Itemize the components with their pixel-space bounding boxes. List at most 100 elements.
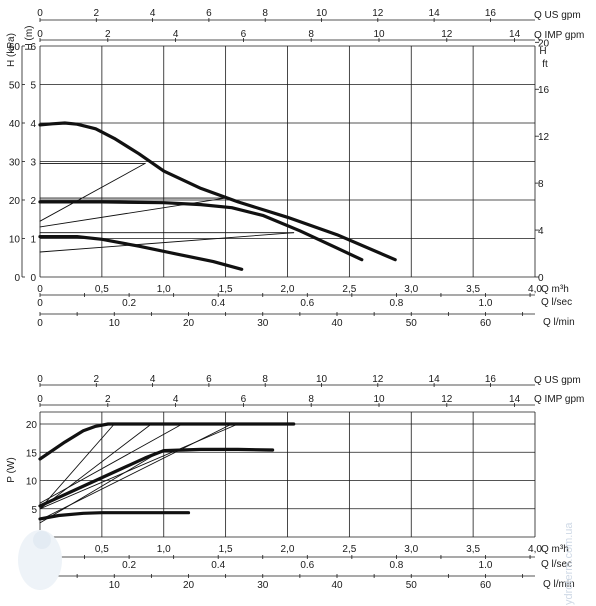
usgpm-tick-label: 8 <box>262 374 268 385</box>
ft-axis-label-bottom: ft <box>542 59 548 70</box>
kpa-tick-label: 0 <box>14 273 20 284</box>
power-tick-label: 10 <box>26 477 38 488</box>
lmin-tick-label: 10 <box>109 318 121 329</box>
ft-tick-label: 20 <box>538 38 550 49</box>
lmin-tick-label: 30 <box>257 580 269 591</box>
usgpm-tick-label: 2 <box>94 374 100 385</box>
usgpm-tick-label: 12 <box>372 374 384 385</box>
lsec-tick-label: 0 <box>37 298 43 309</box>
impgpm-tick-label: 10 <box>373 394 385 405</box>
impgpm-tick-label: 2 <box>105 394 111 405</box>
head-curve-line <box>38 235 244 271</box>
watermark-text: ydroterm.com.ua <box>563 522 575 605</box>
lmin-tick-label: 60 <box>480 318 492 329</box>
usgpm-tick-label: 6 <box>206 374 212 385</box>
lsec-tick-label: 1.0 <box>479 298 493 309</box>
m3h-tick-label: 1,0 <box>157 544 171 555</box>
usgpm-tick-label: 0 <box>37 8 43 19</box>
usgpm-tick-label: 10 <box>316 8 328 19</box>
power-curve-line <box>38 422 296 461</box>
power-guide-line <box>39 448 165 524</box>
ft-tick-label: 0 <box>538 273 544 284</box>
head-guide-line <box>39 197 227 228</box>
lmin-tick-label: 20 <box>183 580 195 591</box>
kpa-tick-label: 10 <box>9 235 21 246</box>
m3h-tick-label: 1,5 <box>219 284 233 295</box>
m3h-tick-label: 0,5 <box>95 544 109 555</box>
m3h-tick-label: 3,5 <box>466 284 480 295</box>
m3h-tick-label: 2,0 <box>281 284 295 295</box>
m-tick-label: 0 <box>30 273 36 284</box>
m3h-tick-label: 2,5 <box>342 544 356 555</box>
m3h-tick-label: 3,0 <box>404 284 418 295</box>
usgpm-tick-label: 12 <box>372 8 384 19</box>
head-curve-line <box>38 200 364 262</box>
power-guide-line <box>39 423 239 510</box>
usgpm-tick-label: 14 <box>429 8 441 19</box>
m-tick-label: 4 <box>30 119 36 130</box>
power-axis-label: P (W) <box>6 457 17 482</box>
ft-axis-label-top: H <box>539 46 546 57</box>
usgpm-tick-label: 16 <box>485 8 497 19</box>
impgpm-tick-label: 0 <box>37 394 43 405</box>
m3h-axis-label: Q m³h <box>541 544 569 555</box>
lmin-tick-label: 50 <box>406 318 418 329</box>
usgpm-tick-label: 16 <box>485 374 497 385</box>
kpa-tick-label: 40 <box>9 119 21 130</box>
power-guide-line <box>39 423 152 510</box>
power-guide-line <box>39 423 115 510</box>
usgpm-tick-label: 10 <box>316 374 328 385</box>
impgpm-tick-label: 14 <box>509 394 521 405</box>
m3h-tick-label: 4,0 <box>528 544 542 555</box>
m3h-axis-label: Q m³h <box>541 284 569 295</box>
lsec-axis-label: Q l/sec <box>541 297 572 308</box>
m-tick-label: 3 <box>30 158 36 169</box>
lsec-axis-label: Q l/sec <box>541 559 572 570</box>
head-guide-line <box>39 232 295 253</box>
lsec-tick-label: 0.6 <box>300 560 314 571</box>
ft-tick-label: 12 <box>538 132 550 143</box>
head-curve-line <box>38 121 397 262</box>
m3h-tick-label: 0 <box>37 284 43 295</box>
power-tick-label: 15 <box>26 448 38 459</box>
m-tick-label: 2 <box>30 196 36 207</box>
impgpm-tick-label: 6 <box>241 29 247 40</box>
lsec-tick-label: 0.8 <box>389 298 403 309</box>
impgpm-tick-label: 4 <box>173 394 179 405</box>
m-tick-label: 6 <box>30 42 36 53</box>
lmin-tick-label: 60 <box>480 580 492 591</box>
lsec-tick-label: 0.2 <box>122 298 136 309</box>
m3h-tick-label: 1,0 <box>157 284 171 295</box>
lmin-tick-label: 30 <box>257 318 269 329</box>
usgpm-tick-label: 0 <box>37 374 43 385</box>
impgpm-tick-label: 14 <box>509 29 521 40</box>
m3h-tick-label: 3,5 <box>466 544 480 555</box>
lmin-tick-label: 0 <box>37 318 43 329</box>
lsec-tick-label: 0.8 <box>389 560 403 571</box>
kpa-axis-label: H (kPa) <box>6 33 17 67</box>
impgpm-tick-label: 12 <box>441 29 453 40</box>
m-axis-label: H (m) <box>24 26 35 51</box>
impgpm-tick-label: 8 <box>308 29 314 40</box>
usgpm-tick-label: 8 <box>262 8 268 19</box>
lsec-tick-label: 0.2 <box>122 560 136 571</box>
m-tick-label: 1 <box>30 235 36 246</box>
lmin-tick-label: 40 <box>331 318 343 329</box>
power-guide-line <box>39 423 183 504</box>
impgpm-tick-label: 4 <box>173 29 179 40</box>
impgpm-axis-label: Q IMP gpm <box>534 30 584 41</box>
usgpm-tick-label: 4 <box>150 374 156 385</box>
usgpm-tick-label: 4 <box>150 8 156 19</box>
impgpm-tick-label: 12 <box>441 394 453 405</box>
usgpm-axis-label: Q US gpm <box>534 10 581 21</box>
ft-tick-label: 16 <box>538 85 550 96</box>
kpa-tick-label: 20 <box>9 196 21 207</box>
power-tick-label: 5 <box>31 505 37 516</box>
lmin-tick-label: 20 <box>183 318 195 329</box>
usgpm-tick-label: 14 <box>429 374 441 385</box>
ft-tick-label: 8 <box>538 179 544 190</box>
m-tick-label: 5 <box>30 81 36 92</box>
lsec-tick-label: 1.0 <box>479 560 493 571</box>
lmin-tick-label: 50 <box>406 580 418 591</box>
